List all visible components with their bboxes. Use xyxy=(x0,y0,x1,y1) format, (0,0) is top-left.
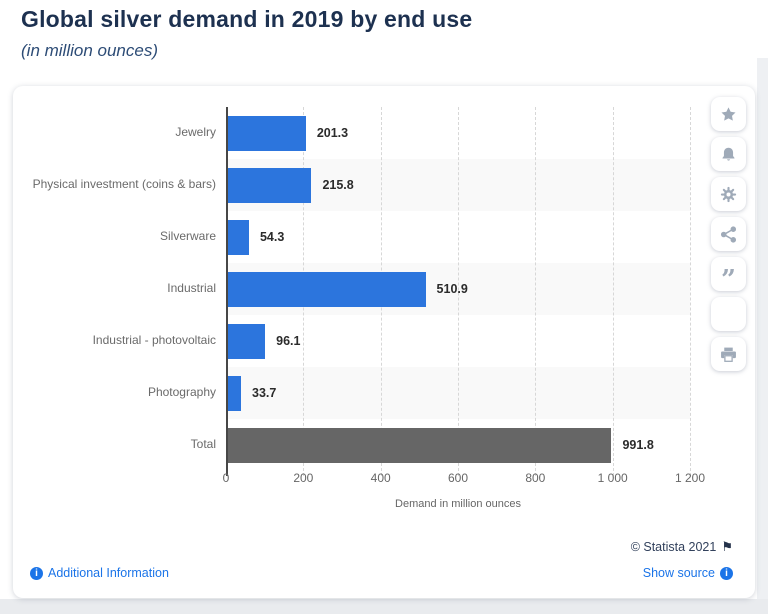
info-icon xyxy=(30,566,43,580)
bar-silverware[interactable] xyxy=(228,219,249,255)
printer-icon xyxy=(720,346,737,363)
gridline xyxy=(535,107,537,476)
bar-physical-investment-coins-bars[interactable] xyxy=(228,167,312,203)
value-label-jewelry: 201.3 xyxy=(316,126,349,140)
bell-icon xyxy=(720,146,737,163)
favorite-button[interactable] xyxy=(711,97,746,131)
chart-body: Jewelry Physical investment (coins & bars… xyxy=(30,107,691,476)
scrollbar-track-vertical[interactable] xyxy=(757,58,768,614)
settings-button[interactable] xyxy=(711,177,746,211)
category-label-photography: Photography xyxy=(147,385,216,400)
category-label-jewelry: Jewelry xyxy=(175,125,216,140)
star-icon xyxy=(720,106,737,123)
category-label-industrial: Industrial xyxy=(167,281,216,296)
quote-icon: ” xyxy=(721,264,736,295)
flag-icon[interactable]: ⚑ xyxy=(721,539,733,554)
x-axis: 0 200 400 600 800 1 000 1 200 xyxy=(222,471,705,489)
value-label-silverware: 54.3 xyxy=(259,230,285,244)
x-axis-title: Demand in million ounces xyxy=(395,498,521,510)
bar-industrial-photovoltaic[interactable] xyxy=(228,323,266,359)
bar-industrial[interactable] xyxy=(228,271,426,307)
page-title: Global silver demand in 2019 by end use xyxy=(21,6,473,32)
bar-photography[interactable] xyxy=(228,375,242,411)
copyright-text: © Statista 2021 xyxy=(630,540,717,554)
x-tick-400: 400 xyxy=(370,471,391,485)
value-label-industrial-photovoltaic: 96.1 xyxy=(276,334,301,348)
share-button[interactable] xyxy=(711,217,746,251)
gear-icon xyxy=(720,186,737,203)
toolbar-rail: ” xyxy=(711,97,746,371)
gridline xyxy=(612,107,614,476)
bar-jewelry[interactable] xyxy=(228,115,306,151)
category-label-physical-investment-coins-bars: Physical investment (coins & bars) xyxy=(32,177,216,192)
x-tick-800: 800 xyxy=(525,471,546,485)
language-spanish-button[interactable] xyxy=(711,297,746,331)
notifications-button[interactable] xyxy=(711,137,746,171)
x-tick-0: 0 xyxy=(222,471,230,485)
x-tick-600: 600 xyxy=(447,471,469,485)
x-tick-200: 200 xyxy=(293,471,314,485)
copyright-line: © Statista 2021 ⚑ xyxy=(631,539,733,555)
x-tick-1000: 1 000 xyxy=(597,471,628,485)
value-label-total: 991.8 xyxy=(622,438,654,452)
share-icon xyxy=(720,225,737,243)
footer-right: © Statista 2021 ⚑ Show source xyxy=(631,539,733,580)
page-subtitle: (in million ounces) xyxy=(21,41,158,60)
category-label-silverware: Silverware xyxy=(159,229,216,244)
show-source-label: Show source xyxy=(642,566,715,580)
scrollbar-track-horizontal[interactable] xyxy=(0,599,768,614)
info-icon xyxy=(720,566,733,580)
bar-total[interactable] xyxy=(228,427,612,463)
plot-area: 201.3 215.8 54.3 510.9 96.1 33.7 991.8 xyxy=(226,107,691,476)
category-label-total: Total xyxy=(190,437,216,452)
print-button[interactable] xyxy=(711,337,746,371)
gridline xyxy=(690,107,691,476)
value-label-physical-investment-coins-bars: 215.8 xyxy=(322,178,354,192)
category-label-industrial-photovoltaic: Industrial - photovoltaic xyxy=(92,333,216,348)
cite-button[interactable]: ” xyxy=(711,257,746,295)
footer-left: Additional Information xyxy=(30,565,169,580)
y-axis-line xyxy=(226,107,228,476)
chart-card: Jewelry Physical investment (coins & bars… xyxy=(13,86,755,598)
x-tick-1200: 1 200 xyxy=(674,471,706,485)
additional-information-link[interactable]: Additional Information xyxy=(30,566,169,580)
show-source-link[interactable]: Show source xyxy=(643,566,733,580)
value-label-photography: 33.7 xyxy=(252,386,277,400)
value-label-industrial: 510.9 xyxy=(436,282,468,296)
gridline xyxy=(458,107,459,476)
additional-information-label: Additional Information xyxy=(48,566,169,580)
